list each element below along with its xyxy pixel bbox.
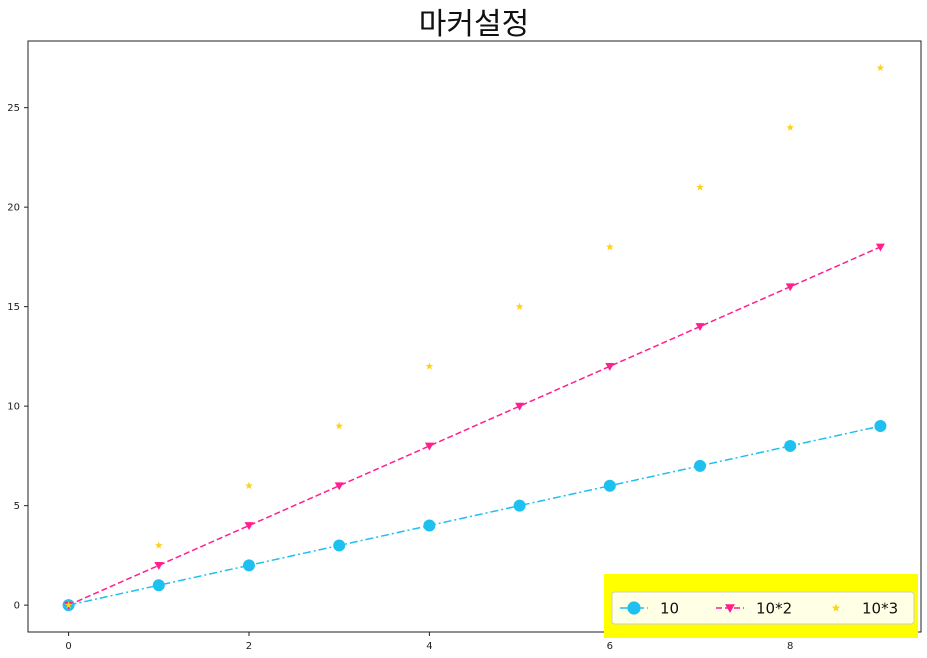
series-3-point [696,183,704,191]
series-3-point [245,481,253,489]
legend-series-1-marker [627,601,641,615]
series-1-point [694,459,707,472]
series-2-point [154,561,164,570]
legend-box [611,591,915,625]
series-3-point [425,362,434,370]
series-2-point [785,283,795,292]
series-3-point [606,242,614,251]
series-3-point [154,541,163,549]
series-2-line [68,246,881,606]
legend: 10 10*2 10*3 [604,574,918,638]
x-tick-label: 8 [787,641,793,652]
series-2-point [334,482,344,491]
series-3-point [335,422,343,430]
y-axis: 0 5 10 15 20 25 [7,103,28,612]
legend-series-2-label: 10*2 [756,600,792,618]
series-3-point [515,302,524,310]
legend-series-1-label: 10 [660,600,679,618]
series-1-point [242,559,255,572]
chart-title: 마커설정 [419,7,529,42]
series-1-point [513,499,526,512]
plot-markers [62,63,887,612]
y-tick-label: 15 [7,302,20,313]
x-tick-label: 0 [65,641,71,652]
plot-frame [27,40,922,633]
series-3-point [64,601,73,609]
series-2-point [695,323,705,332]
x-tick-label: 6 [607,641,613,652]
x-axis: 0 2 4 6 8 [65,632,793,652]
series-2-point [875,243,885,252]
series-1-line [68,425,881,606]
legend-series-3-marker [831,603,841,612]
y-tick-label: 20 [7,203,20,214]
series-2-point [605,362,615,371]
y-tick-label: 25 [7,103,20,114]
series-2-point [424,442,434,451]
series-2-point [244,522,254,531]
series-1-point [152,579,165,592]
series-3-point [876,63,885,72]
legend-series-3-label: 10*3 [862,600,898,618]
series-3-point [786,123,795,131]
series-1-point [784,439,797,452]
y-tick-label: 10 [7,402,20,413]
y-tick-label: 5 [14,501,20,512]
y-tick-label: 0 [14,601,20,612]
legend-series-2-marker [725,604,735,613]
x-tick-label: 2 [246,641,252,652]
series-2-point [515,402,525,411]
series-1-point [874,420,887,433]
plot-lines [68,246,881,606]
series-1-point [423,519,436,532]
x-tick-label: 4 [426,641,432,652]
series-1-point [333,539,346,552]
series-1-point [603,479,616,492]
